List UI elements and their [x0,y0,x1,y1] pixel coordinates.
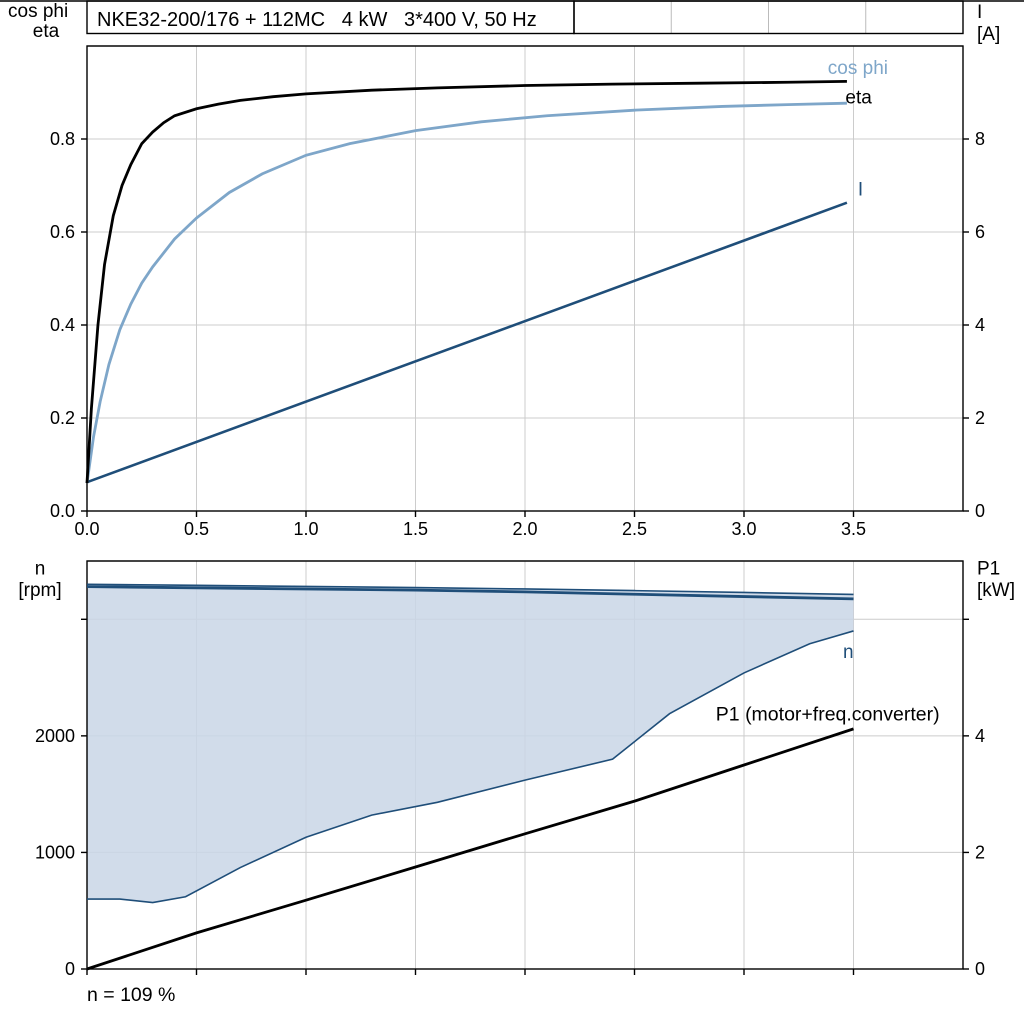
svg-text:1.0: 1.0 [293,519,318,539]
svg-text:0.4: 0.4 [50,315,75,335]
svg-text:0.8: 0.8 [50,129,75,149]
svg-text:[A]: [A] [977,24,1000,45]
svg-text:3.0: 3.0 [731,519,756,539]
svg-text:eta: eta [845,87,872,108]
svg-text:1.5: 1.5 [403,519,428,539]
svg-text:2: 2 [975,408,985,428]
svg-text:0.0: 0.0 [50,501,75,521]
svg-text:8: 8 [975,129,985,149]
svg-text:cos phi: cos phi [8,1,68,22]
svg-text:0.5: 0.5 [184,519,209,539]
svg-text:4: 4 [975,726,985,746]
svg-text:3.5: 3.5 [841,519,866,539]
svg-text:eta: eta [33,21,60,42]
svg-text:0.2: 0.2 [50,408,75,428]
svg-text:0.0: 0.0 [74,519,99,539]
svg-text:P1 (motor+freq.converter): P1 (motor+freq.converter) [716,704,940,726]
svg-text:0: 0 [65,959,75,979]
svg-text:n: n [843,642,854,663]
svg-text:2000: 2000 [35,726,75,746]
svg-text:2: 2 [975,842,985,862]
svg-text:[kW]: [kW] [977,580,1015,601]
svg-text:I: I [858,179,863,200]
svg-text:0.6: 0.6 [50,222,75,242]
svg-text:P1: P1 [977,558,1000,579]
svg-text:6: 6 [975,222,985,242]
svg-text:2.5: 2.5 [622,519,647,539]
svg-text:NKE32-200/176 + 112MC 4 kW: NKE32-200/176 + 112MC 4 kW 3*400 V, 50 H… [97,9,537,31]
svg-text:n: n [35,558,46,579]
svg-text:2.0: 2.0 [512,519,537,539]
svg-text:1000: 1000 [35,842,75,862]
svg-text:0: 0 [975,959,985,979]
svg-text:I: I [977,2,982,23]
svg-text:cos phi: cos phi [828,58,888,79]
svg-text:4: 4 [975,315,985,335]
svg-text:0: 0 [975,501,985,521]
svg-text:n = 109 %: n = 109 % [87,984,175,1006]
svg-text:[rpm]: [rpm] [18,580,61,601]
